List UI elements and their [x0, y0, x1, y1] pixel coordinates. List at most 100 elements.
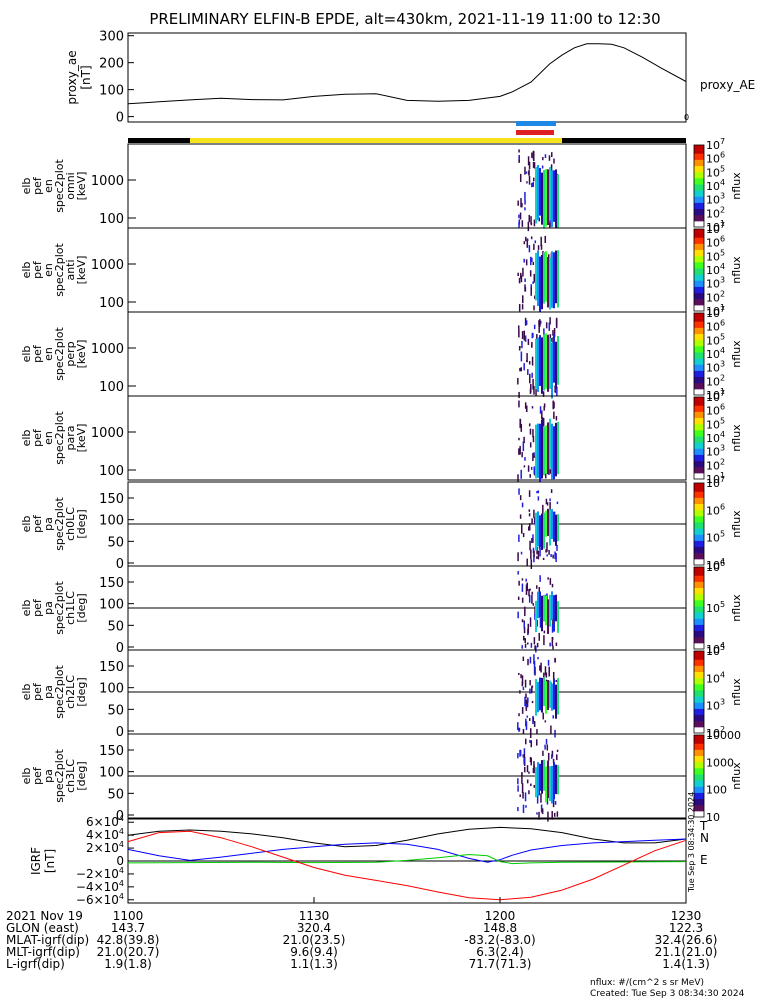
pitch-spectrogram-0-pixel	[528, 509, 531, 512]
pitch-spectrogram-0-pixel	[532, 534, 534, 543]
pitch-spectrogram-2-pixel	[532, 717, 535, 722]
energy-spectrogram-2-pixel	[542, 391, 545, 397]
colorbar-cell-e1	[694, 245, 704, 248]
energy-spectrogram-3-pixel	[520, 469, 522, 479]
colorbar-cell-p3	[694, 788, 704, 791]
colorbar-cell-p0	[694, 495, 704, 498]
colorbar-cell-p3	[694, 769, 704, 773]
colorbar-cell-p2	[694, 702, 704, 705]
colorbar-cell-p2	[694, 718, 704, 722]
energy-spectrogram-0-pixel	[547, 169, 549, 226]
colorbar-cell-p1	[694, 646, 704, 650]
colorbar-tick-label-p3: 10000	[706, 729, 741, 742]
colorbar-tick-exponent: 5	[720, 332, 725, 341]
energy-spectrogram-2-pixel	[530, 344, 533, 348]
igrf-series-N	[127, 838, 687, 863]
colorbar-cell-e0	[694, 212, 704, 216]
energy-spectrogram-2-pixel	[521, 340, 523, 349]
colorbar-cell-p3	[694, 804, 704, 808]
pitch-spectrogram-2-pixel	[524, 696, 526, 707]
pitch-ytick-label: 100	[99, 766, 124, 781]
colorbar-cell-e2	[694, 380, 704, 384]
colorbar-cell-e0	[694, 171, 704, 175]
energy-spectrogram-1-pixel	[531, 257, 533, 262]
pitch-spectrogram-2-pixel	[530, 688, 533, 694]
colorbar-frame-p2	[693, 650, 705, 734]
colorbar-cell-p0	[694, 515, 704, 519]
colorbar-cell-e3	[694, 446, 704, 449]
colorbar-cell-e0	[694, 192, 704, 195]
colorbar-cell-p2	[694, 681, 704, 685]
colorbar-tick-exponent: 4	[720, 346, 725, 355]
colorbar-cell-p0	[694, 546, 704, 550]
colorbar-tick-exponent: 3	[720, 192, 725, 201]
pitch-spectrogram-0-pixel	[546, 554, 548, 557]
energy-spectrogram-1-pixel	[520, 275, 523, 283]
colorbar-cell-p1	[694, 599, 704, 603]
pitch-spectrogram-1-pixel	[555, 594, 557, 622]
pitch-spectrogram-0-pixel	[518, 534, 520, 542]
pitch-spectrogram-2-pixel	[549, 680, 551, 708]
colorbar-cell-p3	[694, 749, 704, 752]
energy-panel-2-ylabel: spec2plot	[53, 327, 66, 381]
energy-spectrogram-3-pixel	[542, 417, 545, 427]
energy-panel-1-ylabel: spec2plot	[53, 243, 66, 297]
pitch-spectrogram-1-pixel	[532, 603, 535, 606]
pitch-spectrogram-1-pixel	[524, 643, 527, 648]
colorbar-label-p3: nflux	[730, 762, 743, 790]
colorbar-cell-e3	[694, 476, 704, 480]
colorbar-frame-e3	[693, 396, 705, 480]
pitch-spectrogram-1-pixel	[551, 636, 554, 647]
pitch-spectrogram-3-pixel	[525, 738, 527, 745]
energy-spectrogram-3-pixel	[527, 465, 530, 472]
colorbar-cell-e0	[694, 220, 704, 224]
colorbar-tick-exponent: 6	[720, 403, 725, 412]
pitch-spectrogram-0-pixel	[520, 551, 523, 555]
energy-panel-1-ylabel: anti	[64, 259, 77, 280]
pitch-spectrogram-3-pixel	[551, 754, 553, 759]
colorbar-cell-p3	[694, 796, 704, 800]
pitch-spectrogram-0-pixel	[538, 545, 541, 549]
energy-spectrogram-3-pixel	[543, 406, 545, 411]
colorbar-cell-e1	[694, 249, 704, 253]
pitch-spectrogram-3-pixel	[519, 749, 522, 756]
pitch-spectrogram-3-pixel	[541, 760, 543, 794]
colorbar-cell-e3	[694, 448, 704, 451]
pitch-spectrogram-1-pixel	[535, 600, 537, 633]
energy-ytick-label: 100	[99, 296, 124, 311]
pitch-spectrogram-2-pixel	[551, 683, 553, 711]
energy-ytick-label: 1000	[91, 342, 124, 357]
energy-spectrogram-2-pixel	[555, 317, 558, 326]
pitch-spectrogram-3-pixel	[522, 791, 524, 799]
colorbar-cell-p2	[694, 694, 704, 697]
colorbar-cell-e2	[694, 349, 704, 353]
colorbar-cell-e1	[694, 243, 704, 246]
energy-spectrogram-0-pixel	[553, 170, 555, 222]
energy-spectrogram-3-pixel	[518, 437, 520, 441]
energy-spectrogram-1-pixel	[539, 256, 541, 312]
energy-spectrogram-2-pixel	[543, 334, 545, 391]
colorbar-frame-p0	[693, 482, 705, 566]
colorbar-cell-p2	[694, 661, 704, 664]
pitch-spectrogram-0-pixel	[530, 549, 532, 560]
colorbar-cell-p3	[694, 778, 704, 781]
colorbar-cell-e1	[694, 308, 704, 312]
energy-panel-frame-1	[127, 227, 687, 313]
energy-spectrogram-0-pixel	[531, 182, 533, 188]
colorbar-frame-e2	[693, 312, 705, 396]
energy-spectrogram-0-pixel	[518, 149, 520, 153]
energy-spectrogram-0-pixel	[549, 166, 551, 221]
colorbar-cell-e3	[694, 411, 704, 414]
pitch-spectrogram-3-pixel	[541, 808, 544, 814]
energy-spectrogram-3-pixel	[526, 405, 528, 413]
pitch-spectrogram-2-pixel	[555, 679, 558, 683]
pitch-spectrogram-3-pixel	[549, 766, 551, 801]
colorbar-cell-p1	[694, 634, 704, 638]
colorbar-cell-e2	[694, 313, 704, 316]
pitch-spectrogram-3-pixel	[538, 811, 540, 820]
pitch-spectrogram-1-pixel	[545, 595, 547, 626]
energy-spectrogram-2-pixel	[538, 323, 540, 333]
colorbar-cell-p1	[694, 571, 704, 574]
pitch-spectrogram-1-pixel	[549, 594, 551, 627]
colorbar-cell-e0	[694, 188, 704, 191]
